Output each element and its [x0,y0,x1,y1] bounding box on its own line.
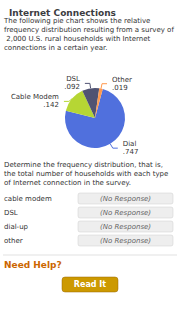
svg-text:Dial: Dial [123,140,137,148]
svg-text:The following pie chart shows: The following pie chart shows the relati… [3,17,153,25]
svg-text:(No Response): (No Response) [100,209,151,217]
svg-text:the total number of households: the total number of households with each… [4,170,171,178]
svg-text:other: other [4,237,23,245]
svg-text:Other: Other [112,76,132,84]
svg-text:DSL: DSL [4,209,18,217]
svg-text:Internet Connections: Internet Connections [9,7,116,18]
svg-text:connections in a certain year.: connections in a certain year. [4,44,107,52]
svg-text:(No Response): (No Response) [100,223,151,231]
svg-text:frequency distribution resulti: frequency distribution resulting from a … [4,26,174,34]
svg-text:Need Help?: Need Help? [4,260,62,270]
svg-text:of Internet connection in the: of Internet connection in the survey. [4,179,131,187]
svg-text:.092: .092 [64,83,80,91]
svg-text:(No Response): (No Response) [100,237,151,245]
svg-text:Read It: Read It [74,280,106,289]
svg-text:(No Response): (No Response) [100,195,151,203]
svg-text:.142: .142 [43,101,59,109]
svg-text:DSL: DSL [66,75,80,83]
svg-text:.747: .747 [123,148,139,156]
svg-text:Determine the frequency distri: Determine the frequency distribution, th… [4,161,165,169]
svg-text:dial-up: dial-up [4,223,29,231]
svg-text:cable modem: cable modem [4,195,52,203]
svg-text:2,000 U.S. rural households wi: 2,000 U.S. rural households with Interne… [4,35,153,43]
svg-text:.019: .019 [112,84,128,92]
svg-text:Cable Modem: Cable Modem [11,93,59,101]
